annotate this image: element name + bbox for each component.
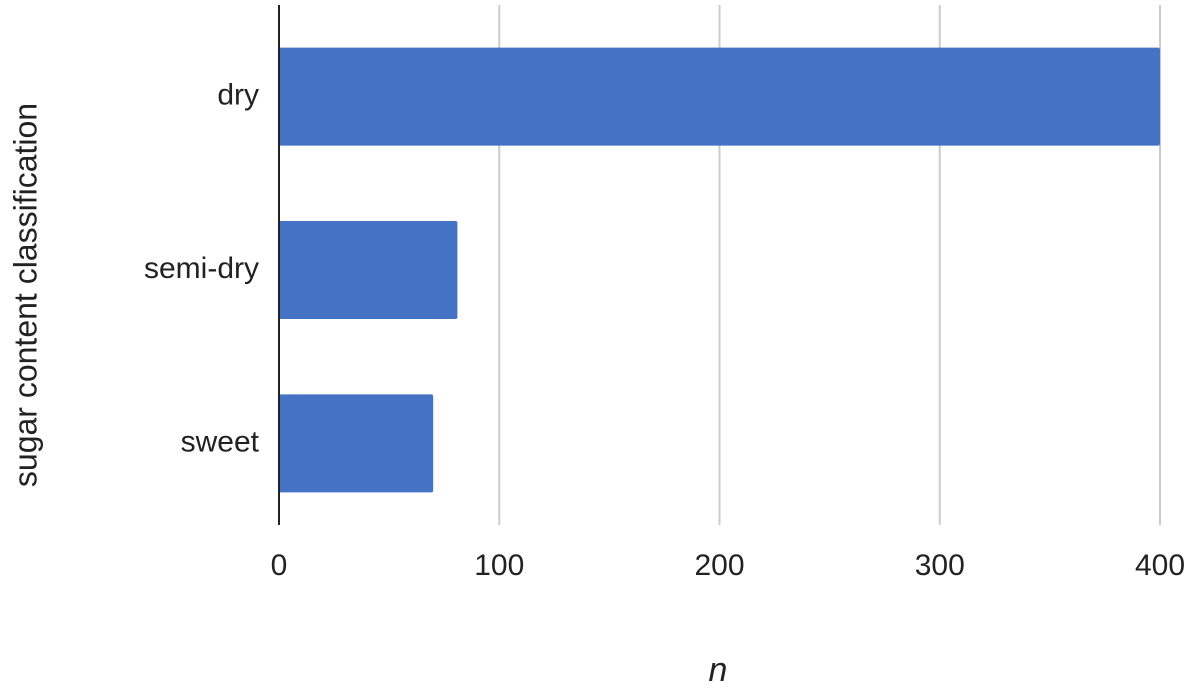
x-tick-label: 0 (271, 549, 288, 582)
x-tick-label: 200 (694, 549, 744, 582)
y-tick-label: sweet (181, 425, 260, 458)
x-tick-label: 400 (1135, 549, 1185, 582)
bar (279, 47, 1160, 146)
y-tick-label: semi-dry (144, 252, 259, 285)
bar (279, 394, 434, 493)
x-tick-label: 300 (915, 549, 965, 582)
bar (279, 221, 458, 319)
x-tick-label: 100 (474, 549, 524, 582)
x-axis-label: n (709, 651, 728, 689)
y-axis-label: sugar content classification (7, 103, 43, 487)
y-tick-label: dry (217, 79, 259, 112)
